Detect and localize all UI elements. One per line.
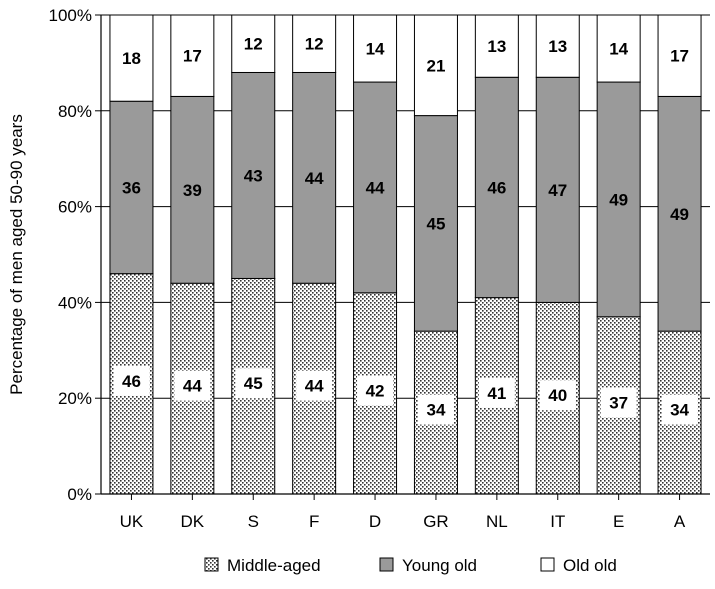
segment-labels: 46 36 18 44 39 17 45 43 12 44 44 12 42 44 14 34 45 21 41 46…: [113, 35, 698, 425]
x-tick-label: IT: [550, 512, 565, 531]
data-label: 44: [366, 178, 385, 197]
bar-segment: [231, 71, 276, 279]
bar-segment: [474, 14, 519, 78]
data-label: 43: [244, 166, 263, 185]
data-label-background: [600, 387, 637, 418]
x-tick-label: UK: [120, 512, 144, 531]
bar-segment: [535, 14, 580, 78]
data-label: 17: [670, 47, 689, 66]
data-label: 42: [366, 381, 385, 400]
data-label: 44: [305, 377, 324, 396]
bar-segment: [353, 14, 398, 83]
x-tick-label: F: [309, 512, 319, 531]
data-label: 18: [122, 49, 141, 68]
bar-segment: [657, 95, 702, 332]
data-label: 17: [183, 47, 202, 66]
data-label-background: [296, 370, 333, 401]
bar-segment: [353, 81, 398, 294]
data-label-background: [478, 377, 515, 408]
bar-segment: [170, 14, 215, 97]
bar-segment: [474, 76, 519, 299]
y-tick-label: 100%: [49, 6, 92, 25]
data-label: 49: [670, 205, 689, 224]
y-tick-label: 20%: [58, 389, 92, 408]
data-label-background: [113, 365, 150, 396]
bar-segment: [535, 76, 580, 303]
bar-segment: [596, 81, 641, 318]
x-tick-label: DK: [181, 512, 205, 531]
data-label: 44: [305, 169, 324, 188]
legend-swatch: [379, 557, 394, 572]
bar-segment: [292, 71, 337, 284]
data-label: 37: [609, 393, 628, 412]
x-tick-label: NL: [486, 512, 508, 531]
data-label-background: [539, 380, 576, 411]
data-label: 45: [244, 374, 263, 393]
legend-swatch: [204, 557, 219, 572]
x-tick-label: S: [248, 512, 259, 531]
bar-segment: [231, 14, 276, 73]
legend: Middle-aged Young old Old old: [204, 556, 617, 575]
legend-swatch: [540, 557, 555, 572]
data-label: 39: [183, 181, 202, 200]
data-label: 41: [487, 384, 506, 403]
data-label: 14: [366, 40, 385, 59]
data-label: 40: [548, 386, 567, 405]
data-label: 49: [609, 190, 628, 209]
x-tick-label: GR: [423, 512, 449, 531]
y-tick-label: 0%: [67, 485, 92, 504]
data-label-background: [417, 394, 454, 425]
data-label: 45: [426, 214, 445, 233]
y-tick-label: 60%: [58, 198, 92, 217]
data-label-background: [174, 370, 211, 401]
bar-segment: [413, 115, 458, 332]
data-label: 14: [609, 40, 628, 59]
data-label-background: [357, 375, 394, 406]
data-label: 46: [487, 178, 506, 197]
data-label: 13: [548, 37, 567, 56]
data-label: 47: [548, 181, 567, 200]
bar-segment: [596, 14, 641, 83]
bar-segment: [657, 14, 702, 97]
data-label: 12: [305, 35, 324, 54]
y-axis-title: Percentage of men aged 50-90 years: [7, 114, 26, 395]
data-label: 21: [426, 56, 445, 75]
data-label: 34: [426, 401, 445, 420]
x-tick-label: A: [674, 512, 686, 531]
legend-label: Middle-aged: [227, 556, 321, 575]
data-label-background: [235, 368, 272, 399]
x-tick-label: E: [613, 512, 624, 531]
legend-label: Young old: [402, 556, 477, 575]
bar-segment: [413, 14, 458, 117]
x-tick-label: D: [369, 512, 381, 531]
bar-segment: [292, 14, 337, 73]
data-label: 13: [487, 37, 506, 56]
data-label: 44: [183, 377, 202, 396]
legend-label: Old old: [563, 556, 617, 575]
data-label: 46: [122, 372, 141, 391]
bars: [109, 14, 702, 495]
bar-segment: [109, 100, 154, 275]
y-tick-label: 40%: [58, 293, 92, 312]
bar-segment: [109, 14, 154, 102]
y-tick-label: 80%: [58, 102, 92, 121]
data-label-background: [661, 394, 698, 425]
axes: 0% 20% 40% 60% 80% 100% UK DK S F D GR NL IT E A Percent…: [7, 6, 710, 531]
data-label: 36: [122, 178, 141, 197]
data-label: 34: [670, 401, 689, 420]
data-label: 12: [244, 35, 263, 54]
